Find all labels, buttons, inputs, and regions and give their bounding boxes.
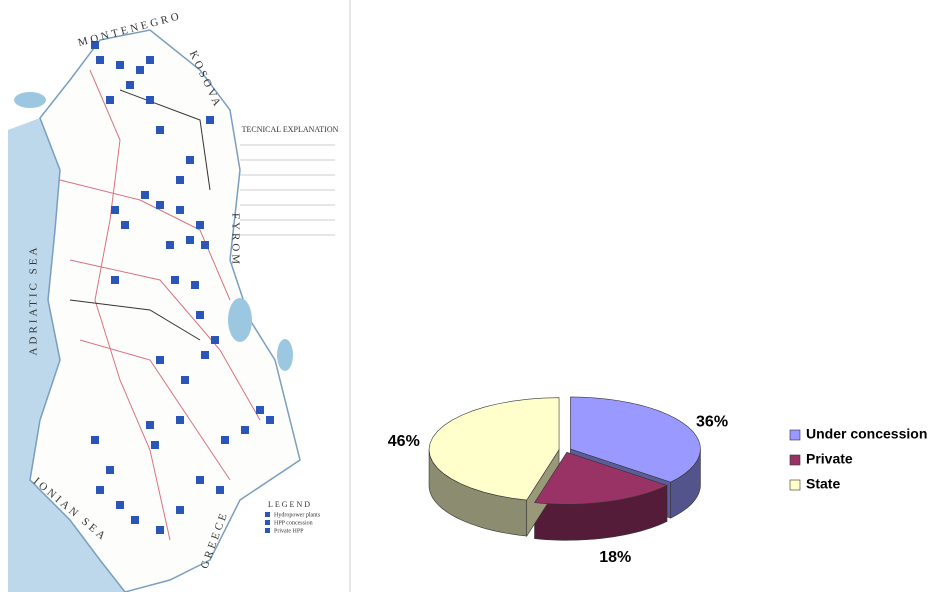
plant-symbol xyxy=(176,206,184,214)
plant-symbol xyxy=(111,206,119,214)
data-label: 18% xyxy=(599,549,631,566)
plant-symbol xyxy=(131,516,139,524)
plant-symbol xyxy=(91,436,99,444)
lake xyxy=(228,298,252,342)
map-label: ADRIATIC SEA xyxy=(28,245,40,356)
data-label: 46% xyxy=(388,433,420,450)
legend-title: LEGEND xyxy=(268,500,312,509)
explanation-title: TECNICAL EXPLANATION xyxy=(242,125,339,134)
legend-item: Hydropower plants xyxy=(274,512,321,518)
plant-symbol xyxy=(206,116,214,124)
plant-symbol xyxy=(146,56,154,64)
legend-swatch xyxy=(265,528,270,533)
plant-symbol xyxy=(201,351,209,359)
legend-label: State xyxy=(806,476,840,492)
plant-symbol xyxy=(136,66,144,74)
legend-swatch xyxy=(790,455,800,465)
plant-symbol xyxy=(256,406,264,414)
plant-symbol xyxy=(141,191,149,199)
plant-symbol xyxy=(191,281,199,289)
legend-label: Private xyxy=(806,451,853,467)
plant-symbol xyxy=(96,56,104,64)
legend-swatch xyxy=(265,512,270,517)
map-panel: MONTENEGRO KOSOVA ADRIATIC SEA IONIAN SE… xyxy=(8,0,342,592)
plant-symbol xyxy=(156,126,164,134)
plant-symbol xyxy=(186,156,194,164)
plant-symbol xyxy=(241,426,249,434)
plant-symbol xyxy=(196,311,204,319)
plant-symbol xyxy=(116,61,124,69)
plant-symbol xyxy=(96,486,104,494)
plant-symbol xyxy=(116,501,124,509)
plant-symbol xyxy=(196,221,204,229)
plant-symbol xyxy=(221,436,229,444)
pie-chart: 36% 18% 46% xyxy=(388,397,728,566)
plant-symbol xyxy=(106,96,114,104)
plant-symbol xyxy=(201,241,209,249)
plant-symbol xyxy=(186,236,194,244)
plant-symbol xyxy=(171,276,179,284)
lake xyxy=(277,339,293,371)
plant-symbol xyxy=(216,486,224,494)
plant-symbol xyxy=(156,526,164,534)
legend-swatch xyxy=(790,480,800,490)
lake xyxy=(14,92,46,108)
plant-symbol xyxy=(176,506,184,514)
plant-symbol xyxy=(126,81,134,89)
page: MONTENEGRO KOSOVA ADRIATIC SEA IONIAN SE… xyxy=(0,0,943,592)
legend-swatch xyxy=(265,520,270,525)
plant-symbol xyxy=(151,441,159,449)
plant-symbol xyxy=(181,376,189,384)
plant-symbol xyxy=(211,336,219,344)
plant-symbol xyxy=(166,241,174,249)
plant-symbol xyxy=(111,276,119,284)
plant-symbol xyxy=(106,466,114,474)
plant-symbol xyxy=(176,416,184,424)
plant-symbol xyxy=(156,201,164,209)
plant-symbol xyxy=(196,476,204,484)
map-label: FYROM xyxy=(229,213,241,267)
plant-symbol xyxy=(176,176,184,184)
legend-label: Under concession xyxy=(806,426,927,442)
plant-symbol xyxy=(156,356,164,364)
data-label: 36% xyxy=(696,414,728,431)
plant-symbol xyxy=(146,96,154,104)
legend: Under concession Private State xyxy=(790,426,927,492)
plant-symbol xyxy=(266,416,274,424)
legend-item: HPP concession xyxy=(274,520,313,526)
plant-symbol xyxy=(146,421,154,429)
legend-swatch xyxy=(790,430,800,440)
plant-symbol xyxy=(121,221,129,229)
legend-item: Private HPP xyxy=(274,528,304,534)
